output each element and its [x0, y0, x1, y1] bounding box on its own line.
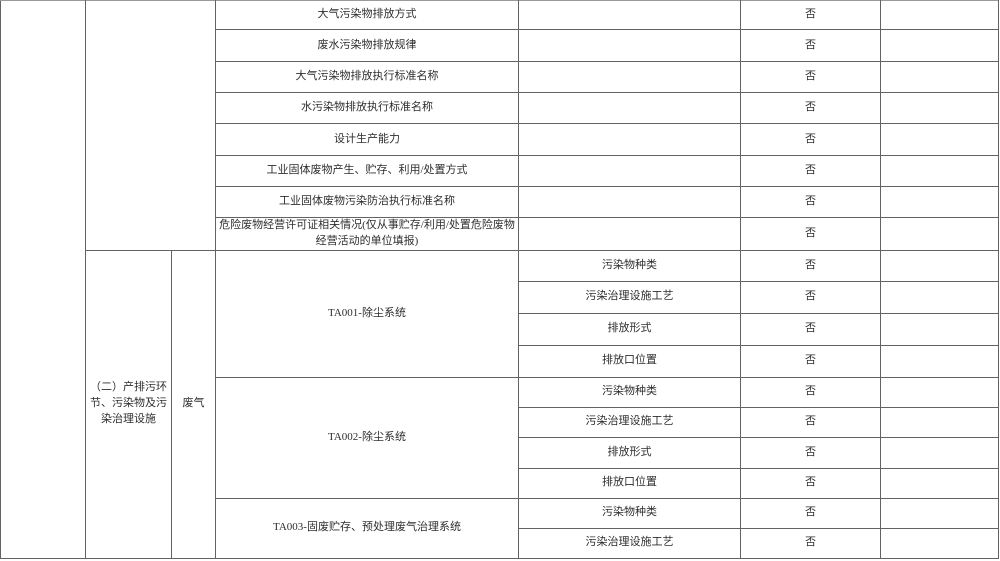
table-row: 大气污染物排放执行标准名称 否 [1, 61, 999, 93]
table-row: （二）产排污环节、污染物及污染治理设施 废气 TA001-除尘系统 污染物种类 … [1, 249, 999, 559]
change-flag-cell: 否 [740, 467, 881, 499]
sub-field-label: 排放口位置 [518, 344, 741, 378]
facility-name: TA001-除尘系统 [215, 249, 519, 378]
sub-label-cell [518, 92, 741, 124]
change-flag-cell: 否 [740, 29, 881, 62]
remark-cell [880, 123, 999, 156]
sub-field-label: 排放口位置 [518, 467, 741, 499]
field-label: 废水污染物排放规律 [215, 29, 519, 62]
remark-cell [880, 29, 999, 62]
change-flag-cell: 否 [740, 186, 881, 218]
table-row: 危险废物经营许可证相关情况(仅从事贮存/利用/处置危险废物经营活动的单位填报) … [1, 217, 999, 251]
change-flag-cell: 否 [740, 280, 881, 314]
sub-label-cell [518, 155, 741, 187]
change-flag-cell: 否 [740, 0, 881, 30]
sub-field-label: 污染治理设施工艺 [518, 527, 741, 559]
change-flag-cell: 否 [740, 249, 881, 282]
sub-field-label: 排放形式 [518, 436, 741, 469]
change-flag-cell: 否 [740, 497, 881, 529]
change-flag-cell: 否 [740, 527, 881, 559]
sub-label-cell [518, 61, 741, 93]
previous-section-label-cell [85, 0, 216, 251]
remark-cell [880, 312, 999, 346]
facility-name: TA003-固废贮存、预处理废气治理系统 [215, 497, 519, 559]
table-row: TA002-除尘系统 污染物种类 否 [1, 376, 999, 499]
sub-field-label: 排放形式 [518, 312, 741, 346]
sub-label-cell [518, 217, 741, 251]
sub-field-label: 污染物种类 [518, 497, 741, 529]
sub-label-cell [518, 0, 741, 30]
table-row: 排放口位置 否 [1, 344, 999, 378]
sub-field-label: 污染物种类 [518, 249, 741, 282]
table-row: 排放口位置 否 [1, 467, 999, 499]
change-flag-cell: 否 [740, 406, 881, 438]
table-row: 排放形式 否 [1, 436, 999, 469]
remark-cell [880, 186, 999, 218]
remark-cell [880, 217, 999, 251]
remark-cell [880, 61, 999, 93]
table-row: TA003-固废贮存、预处理废气治理系统 污染物种类 否 [1, 497, 999, 559]
change-flag-cell: 否 [740, 92, 881, 124]
section-category-label: （二）产排污环节、污染物及污染治理设施 [85, 249, 172, 559]
sub-label-cell [518, 29, 741, 62]
table-row: 污染治理设施工艺 否 [1, 527, 999, 559]
table-row: 水污染物排放执行标准名称 否 [1, 92, 999, 124]
outer-section-cell [0, 0, 86, 559]
change-flag-cell: 否 [740, 344, 881, 378]
sub-field-label: 污染治理设施工艺 [518, 280, 741, 314]
medium-label: 废气 [171, 249, 216, 559]
remark-cell [880, 376, 999, 408]
change-flag-cell: 否 [740, 155, 881, 187]
remark-cell [880, 249, 999, 282]
table-row: 设计生产能力 否 [1, 123, 999, 156]
remark-cell [880, 436, 999, 469]
field-label: 大气污染物排放执行标准名称 [215, 61, 519, 93]
remark-cell [880, 527, 999, 559]
remark-cell [880, 0, 999, 30]
table-row: 工业固体废物污染防治执行标准名称 否 [1, 186, 999, 218]
sub-label-cell [518, 186, 741, 218]
change-flag-cell: 否 [740, 217, 881, 251]
facility-name: TA002-除尘系统 [215, 376, 519, 499]
remark-cell [880, 497, 999, 529]
change-flag-cell: 否 [740, 436, 881, 469]
table-row: 污染治理设施工艺 否 [1, 406, 999, 438]
remark-cell [880, 406, 999, 438]
remark-cell [880, 280, 999, 314]
change-flag-cell: 否 [740, 312, 881, 346]
remark-cell [880, 344, 999, 378]
remark-cell [880, 92, 999, 124]
field-label: 工业固体废物污染防治执行标准名称 [215, 186, 519, 218]
field-label: 工业固体废物产生、贮存、利用/处置方式 [215, 155, 519, 187]
field-label: 危险废物经营许可证相关情况(仅从事贮存/利用/处置危险废物经营活动的单位填报) [215, 217, 519, 251]
field-label: 水污染物排放执行标准名称 [215, 92, 519, 124]
field-label: 大气污染物排放方式 [215, 0, 519, 30]
remark-cell [880, 467, 999, 499]
field-label: 设计生产能力 [215, 123, 519, 156]
sub-label-cell [518, 123, 741, 156]
change-flag-cell: 否 [740, 376, 881, 408]
change-flag-cell: 否 [740, 61, 881, 93]
sub-field-label: 污染治理设施工艺 [518, 406, 741, 438]
change-flag-cell: 否 [740, 123, 881, 156]
table-row: 排放形式 否 [1, 312, 999, 346]
sub-field-label: 污染物种类 [518, 376, 741, 408]
remark-cell [880, 155, 999, 187]
